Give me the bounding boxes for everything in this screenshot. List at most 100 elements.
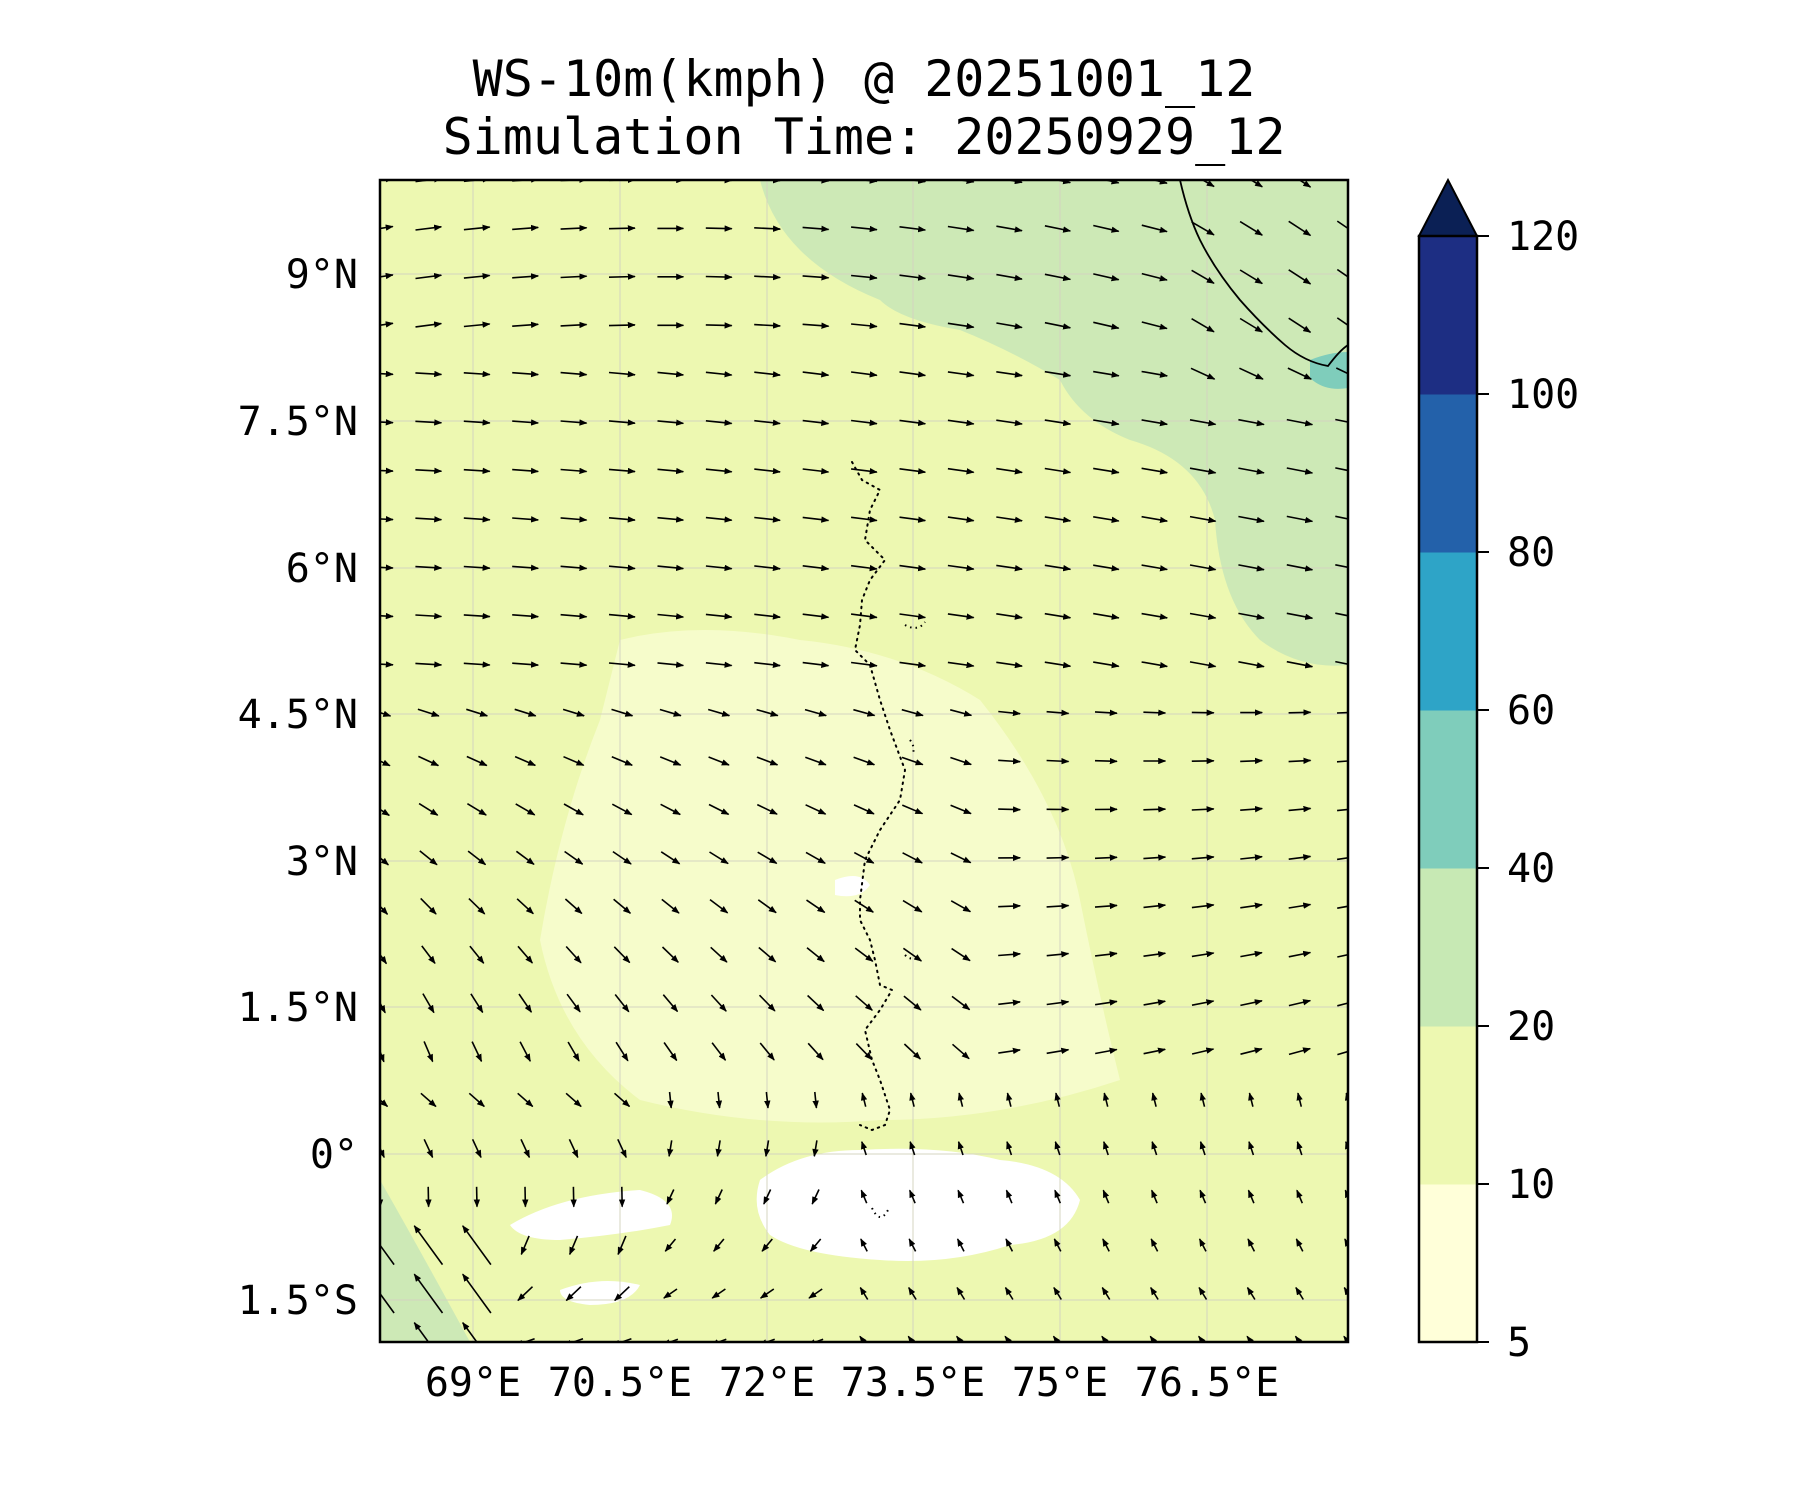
wind-vector — [471, 1138, 482, 1159]
wind-vector — [1240, 950, 1263, 958]
wind-vector — [1054, 1189, 1062, 1204]
wind-vector — [380, 710, 392, 717]
wind-vector — [908, 1286, 917, 1300]
wind-vector — [754, 613, 781, 620]
wind-vector — [1343, 1335, 1348, 1342]
wind-vector — [659, 756, 682, 766]
lon-label: 72°E — [719, 1360, 815, 1406]
wind-vector — [512, 612, 539, 620]
wind-vector — [515, 1337, 535, 1342]
wind-vector — [611, 756, 633, 766]
wind-vector — [756, 708, 779, 717]
wind-vector — [1141, 370, 1168, 378]
wind-vector — [1006, 1140, 1013, 1156]
wind-vectors — [380, 180, 1348, 1342]
wind-vector — [611, 803, 633, 816]
wind-vector — [1201, 180, 1215, 188]
wind-vector — [1141, 419, 1168, 427]
colorbar-level-40 — [1419, 710, 1477, 869]
wind-vector — [802, 467, 830, 475]
wind-vector — [1044, 516, 1072, 523]
wind-vector — [560, 516, 588, 523]
wind-vector — [1286, 564, 1314, 572]
wind-vector — [947, 371, 975, 378]
wind-vector — [608, 613, 636, 620]
wind-vector — [1053, 1238, 1062, 1252]
wind-vector — [802, 516, 830, 523]
wind-vector — [709, 898, 729, 914]
wind-vector — [951, 947, 971, 962]
wind-vector — [708, 803, 730, 816]
wind-vector — [380, 1049, 385, 1063]
wind-vector — [705, 467, 733, 475]
wind-vector — [1198, 1335, 1206, 1342]
wind-vector — [1344, 1189, 1348, 1199]
wind-vector — [859, 1286, 869, 1300]
wind-vector — [463, 612, 491, 620]
wind-vector — [754, 564, 781, 572]
map-area — [380, 180, 1348, 1342]
wind-vector — [854, 947, 874, 962]
wind-vector — [1093, 419, 1120, 427]
wind-vector — [463, 370, 491, 378]
lat-label: 1.5°S — [238, 1278, 358, 1324]
lat-label: 1.5°N — [238, 985, 358, 1031]
wind-vector — [1246, 1335, 1254, 1342]
wind-vector — [804, 708, 827, 717]
colorbar-blocks — [1419, 236, 1477, 1343]
wind-vector — [1296, 1140, 1303, 1156]
wind-vector — [899, 516, 927, 523]
wind-vector — [380, 321, 394, 328]
wind-vector — [1046, 951, 1070, 958]
wind-field-below5-sw — [510, 1190, 672, 1240]
wind-vector — [1199, 1189, 1207, 1204]
wind-vector — [1094, 902, 1118, 910]
wind-vector — [899, 564, 927, 572]
wind-vector — [608, 419, 636, 426]
wind-vector — [667, 1140, 674, 1157]
wind-vector — [802, 564, 830, 572]
wind-vector — [1046, 1047, 1070, 1055]
wind-vector — [421, 945, 436, 965]
colorbar-ticks: 5 10 20 40 60 80 100 120 — [1477, 214, 1579, 1366]
wind-vector — [1141, 321, 1168, 330]
wind-vector — [1335, 418, 1348, 423]
wind-vector — [517, 1092, 534, 1108]
wind-vector — [901, 708, 924, 717]
wind-vector — [423, 1041, 434, 1063]
wind-vector — [613, 946, 631, 964]
wind-vector — [415, 612, 443, 620]
wind-vector — [1044, 661, 1072, 669]
wind-vector — [861, 1140, 868, 1156]
wind-vector — [415, 564, 443, 571]
wind-vector — [802, 322, 830, 329]
wind-vector — [1044, 564, 1072, 572]
wind-vector — [1190, 367, 1216, 380]
wind-vector — [957, 1140, 964, 1156]
wind-vector — [757, 899, 777, 914]
wind-vector — [1296, 1092, 1303, 1107]
wind-vector — [514, 708, 537, 717]
wind-vector — [565, 1092, 582, 1108]
wind-vector — [1238, 418, 1265, 427]
wind-vector — [1247, 1238, 1256, 1252]
wind-vector — [998, 709, 1021, 717]
wind-vector — [1239, 269, 1263, 285]
wind-vector — [957, 1189, 965, 1204]
wind-vector — [380, 1243, 395, 1266]
wind-vector — [413, 1225, 444, 1266]
lat-label: 9°N — [286, 252, 358, 298]
wind-vector — [802, 661, 830, 669]
wind-vector — [996, 322, 1023, 330]
wind-vector — [1294, 1335, 1303, 1342]
wind-vector — [947, 613, 975, 620]
chart-title: WS-10m(kmph) @ 20251001_12 — [473, 50, 1256, 108]
wind-vector — [1044, 419, 1072, 427]
wind-vector — [1239, 367, 1264, 380]
wind-vector — [710, 946, 728, 963]
wind-vector — [853, 756, 876, 766]
wind-vector — [422, 993, 435, 1014]
wind-vector — [380, 808, 390, 817]
wind-vector — [908, 1189, 916, 1204]
wind-vector — [420, 1092, 437, 1108]
